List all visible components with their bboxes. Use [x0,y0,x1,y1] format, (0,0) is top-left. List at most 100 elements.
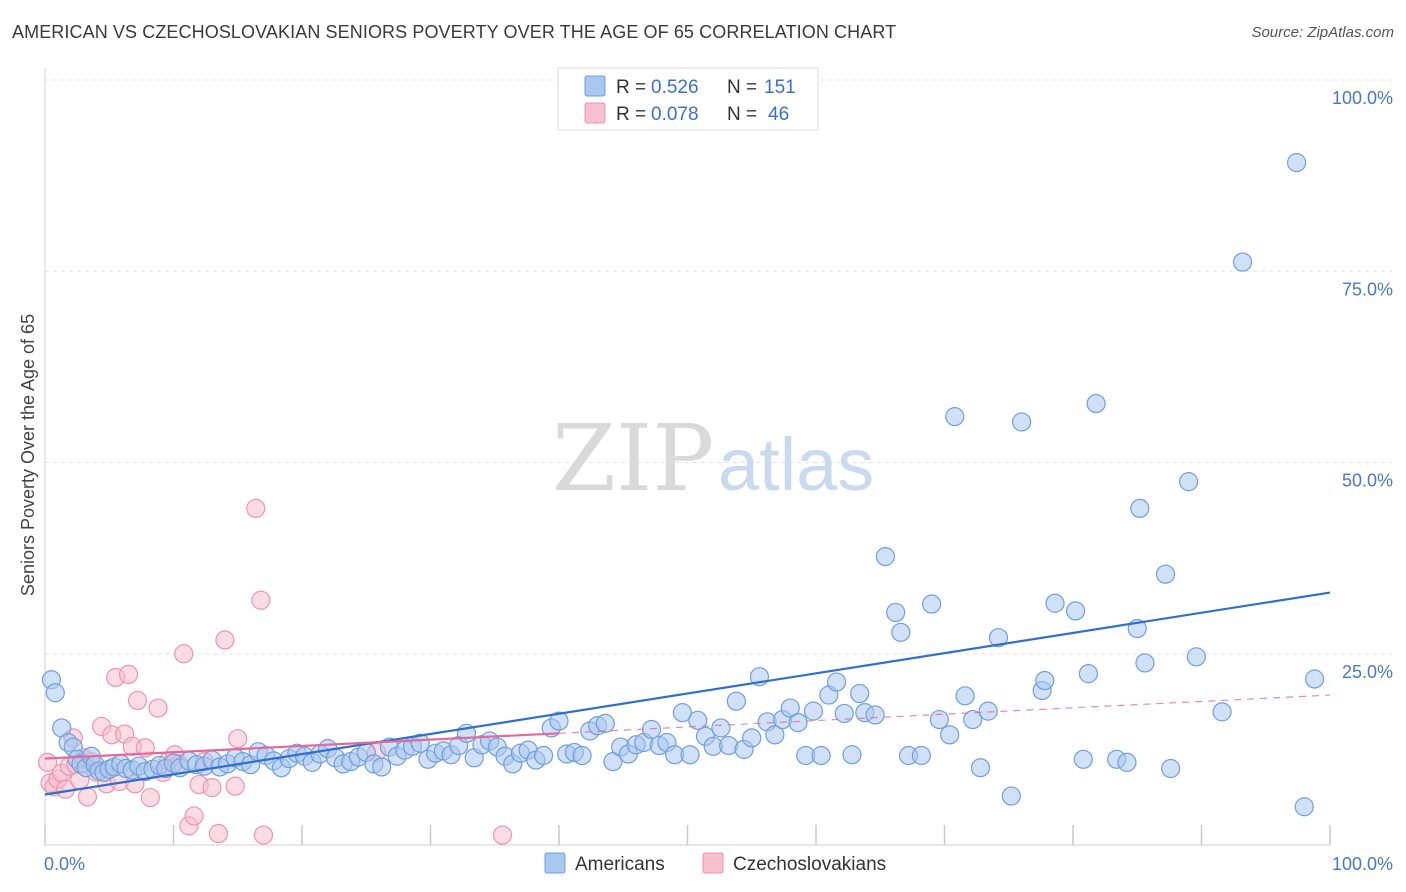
y-tick-label: 100.0% [1332,88,1393,108]
american-point [1073,749,1093,769]
americans-legend-swatch [584,75,606,97]
american-point [988,628,1009,648]
y-tick-label: 75.0% [1342,279,1393,299]
american-point [742,728,762,748]
american-point [875,546,895,567]
american-point [978,701,998,721]
american-point [886,602,906,623]
american-point [533,745,554,766]
american-point [826,672,847,692]
american-point [1186,647,1206,667]
american-point [1155,564,1176,584]
american-point [803,701,824,721]
american-point [1065,601,1086,621]
american-point [1161,758,1181,779]
american-point [850,683,870,704]
american-point [891,622,911,642]
american-point [834,703,854,724]
x-tick-marks [44,825,1331,845]
american-point [1011,412,1032,432]
czech-n-value: 46 [768,104,789,125]
american-point [1035,670,1055,691]
czech-point [77,787,98,807]
american-point [1294,797,1314,817]
watermark-atlas: atlas [718,423,874,506]
american-point [372,757,392,777]
american-point [595,713,615,733]
american-point [945,407,965,427]
x-tick-label-min: 0.0% [44,854,85,874]
czech-point [202,778,222,798]
czech-point [148,698,168,718]
american-point [688,710,708,730]
czech-point [253,825,274,845]
czech-point [492,825,513,845]
american-point [955,686,975,706]
american-point [922,594,942,614]
czech-point [251,590,271,610]
x-tick-label-max: 100.0% [1332,854,1393,874]
american-point [726,691,746,711]
american-point [1086,393,1106,414]
czech-legend-swatch [584,102,606,124]
american-point [842,745,862,765]
american-point [1001,786,1021,806]
series-legend: Americans Czechoslovakians [544,852,886,875]
american-point [1045,593,1065,613]
american-point [711,718,731,738]
americans-n-value: 151 [764,77,796,98]
american-point [788,712,808,733]
americans-trend-line [44,591,1331,796]
american-point [1286,153,1307,173]
american-point [1078,664,1099,684]
y-axis-label: Seniors Poverty Over the Age of 65 [18,314,38,596]
czech-bottom-swatch [702,852,724,874]
source-credit: Source: ZipAtlas.com [1251,24,1394,41]
czech-n-label: N = [727,104,757,125]
czechoslovakians-points [37,498,513,845]
american-point [549,711,569,731]
american-point [1304,669,1325,689]
y-tick-label: 25.0% [1342,662,1393,682]
watermark-zip: ZIP [552,405,714,512]
czech-point [174,644,194,664]
american-point [929,709,949,730]
czech-point [225,776,245,796]
czech-point [184,806,204,826]
czech-point [228,729,248,749]
american-point [680,745,700,765]
american-point [672,703,692,723]
americans-points [41,153,1325,817]
american-point [811,745,831,766]
american-point [963,709,983,730]
american-point [1135,653,1155,673]
czech-legend-label: Czechoslovakians [733,854,886,875]
american-point [970,758,991,778]
american-point [1130,498,1150,518]
americans-legend-label: Americans [575,854,665,875]
czech-trend-line [44,732,560,760]
american-point [410,733,430,753]
americans-r-label: R = [616,77,646,98]
american-point [572,745,592,766]
czech-trend-extension [558,694,1331,734]
americans-n-label: N = [727,77,757,98]
y-tick-label: 50.0% [1342,471,1393,491]
czech-r-value: 0.078 [651,104,699,125]
czech-point [118,664,139,685]
american-point [911,745,931,766]
american-point [765,725,785,745]
american-point [1212,702,1232,722]
american-point [641,719,662,740]
czech-point [215,630,235,650]
american-point [865,705,885,725]
american-point [940,725,960,745]
chart-title: AMERICAN VS CZECHOSLOVAKIAN SENIORS POVE… [12,22,897,42]
czech-r-label: R = [616,104,646,125]
czech-point [140,787,160,808]
czech-point [246,498,266,518]
czech-point [208,823,229,844]
americans-bottom-swatch [544,852,566,874]
correlation-legend: R = 0.526 N = 151 R = 0.078 N = 46 [557,67,819,131]
